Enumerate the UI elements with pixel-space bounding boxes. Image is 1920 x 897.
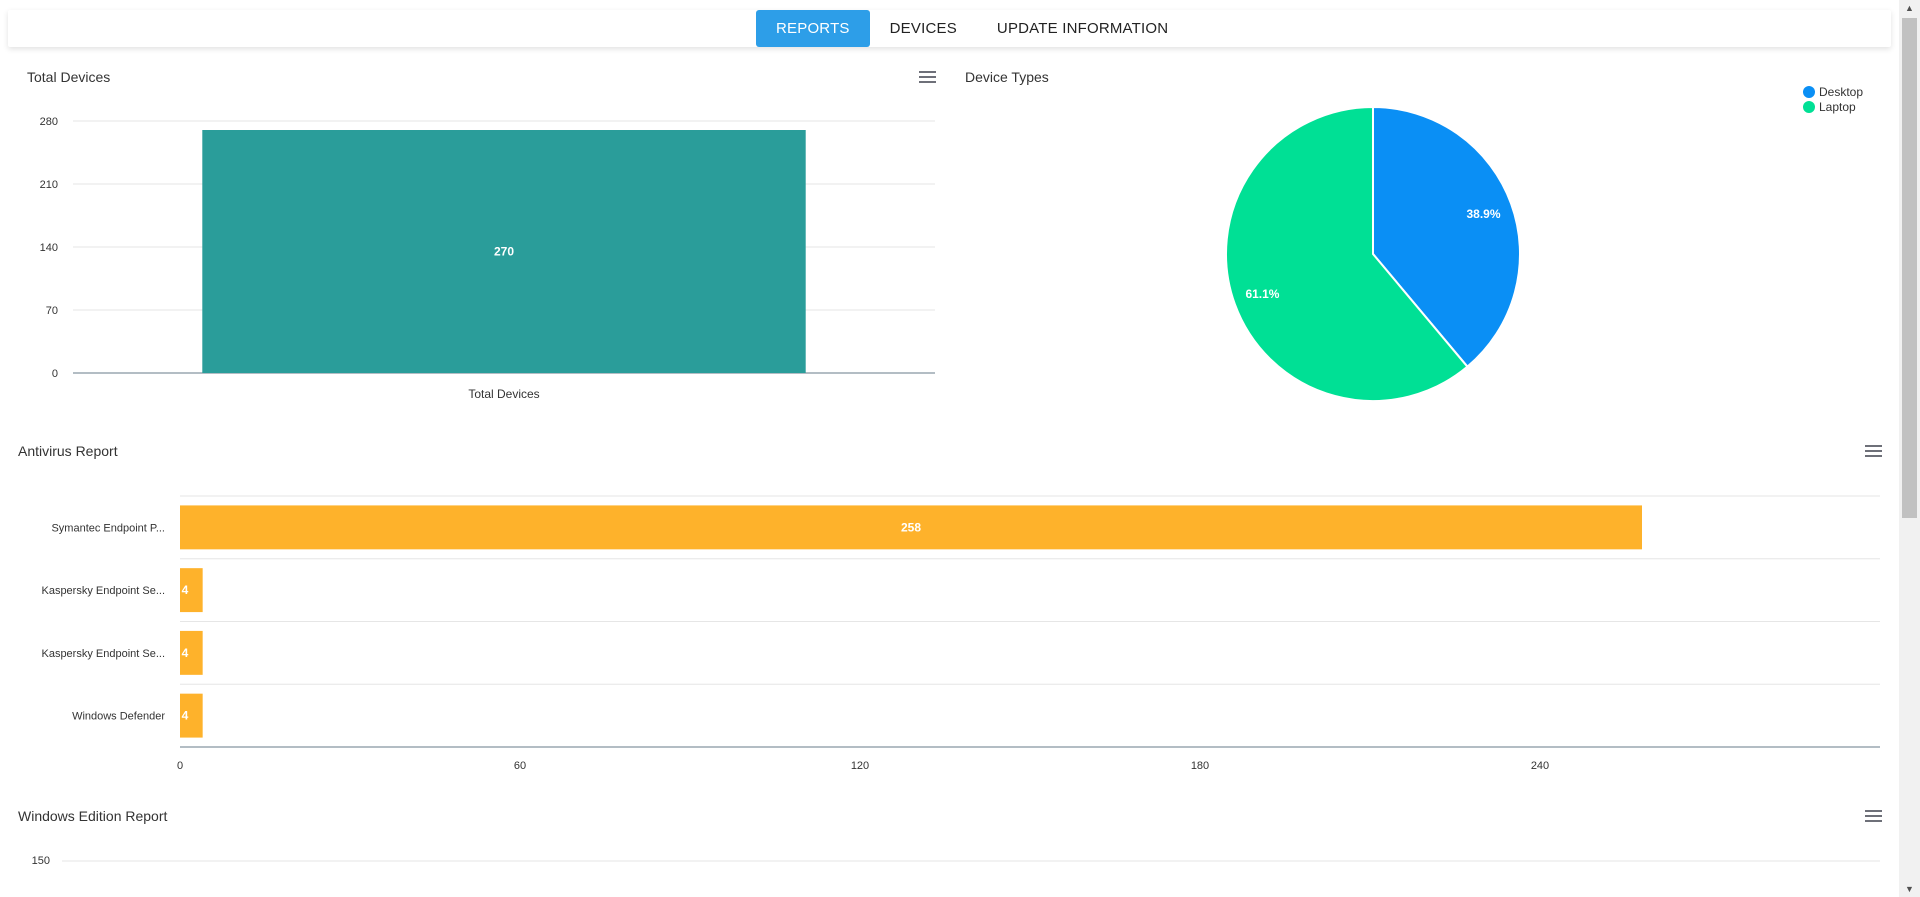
y-tick-label: 140 — [40, 242, 58, 254]
top-tab-bar: REPORTS DEVICES UPDATE INFORMATION — [8, 10, 1891, 47]
page-scrollbar[interactable]: ▲ ▼ — [1899, 0, 1920, 897]
tab-update-information[interactable]: UPDATE INFORMATION — [996, 20, 1169, 37]
pie-data-label: 38.9% — [1467, 207, 1501, 221]
bar-antivirus — [180, 693, 203, 738]
scroll-up-icon[interactable]: ▲ — [1905, 3, 1914, 13]
device-types-title: Device Types — [965, 69, 1049, 85]
antivirus-report-menu-icon[interactable] — [1865, 445, 1882, 458]
tab-devices[interactable]: DEVICES — [889, 20, 957, 37]
x-tick-label: 180 — [1191, 760, 1209, 772]
bar-total-devices — [202, 130, 806, 373]
y-tick-label: 280 — [40, 116, 58, 128]
bar-antivirus — [180, 505, 1642, 550]
x-category-label: Total Devices — [468, 387, 539, 401]
scroll-thumb[interactable] — [1902, 18, 1917, 518]
bar-data-label: 258 — [901, 520, 921, 534]
scroll-down-icon[interactable]: ▼ — [1905, 884, 1914, 894]
pie-slice-desktop — [1372, 105, 1521, 369]
pie-data-label: 61.1% — [1245, 287, 1279, 301]
total-devices-chart: 0 70 140 210 280 270 Total Devices — [40, 116, 935, 401]
windows-edition-report-title: Windows Edition Report — [18, 808, 168, 824]
antivirus-report-chart: 258 Symantec Endpoint P... 4 Kaspersky Endp… — [41, 495, 1880, 772]
pie-slice-laptop — [1225, 105, 1469, 402]
x-tick-label: 60 — [514, 760, 526, 772]
y-tick-label: 70 — [46, 305, 58, 317]
bar-antivirus — [180, 568, 203, 613]
y-category-label: Kaspersky Endpoint Se... — [41, 585, 165, 597]
total-devices-title: Total Devices — [27, 69, 111, 85]
bar-antivirus — [180, 630, 203, 675]
x-tick-label: 0 — [177, 760, 183, 772]
y-category-label: Symantec Endpoint P... — [51, 522, 165, 534]
bar-data-label: 4 — [182, 709, 189, 723]
legend-marker-laptop — [1803, 101, 1815, 113]
tab-list: REPORTS DEVICES UPDATE INFORMATION — [756, 10, 1188, 47]
y-tick-label: 210 — [40, 179, 58, 191]
bar-data-label: 4 — [182, 583, 189, 597]
y-tick-label: 150 — [32, 855, 50, 867]
x-tick-label: 120 — [851, 760, 869, 772]
y-category-label: Kaspersky Endpoint Se... — [41, 648, 165, 660]
tab-reports[interactable]: REPORTS — [756, 10, 870, 47]
bar-data-label: 270 — [494, 245, 514, 259]
legend-marker-desktop — [1803, 86, 1815, 98]
y-category-label: Windows Defender — [72, 711, 165, 723]
total-devices-menu-icon[interactable] — [919, 71, 936, 84]
antivirus-report-title: Antivirus Report — [18, 443, 118, 459]
y-tick-label: 0 — [52, 368, 58, 380]
legend-label: Laptop — [1819, 100, 1856, 114]
legend-label: Desktop — [1819, 85, 1863, 99]
windows-edition-report-menu-icon[interactable] — [1865, 810, 1882, 823]
x-tick-label: 240 — [1531, 760, 1549, 772]
bar-data-label: 4 — [182, 646, 189, 660]
